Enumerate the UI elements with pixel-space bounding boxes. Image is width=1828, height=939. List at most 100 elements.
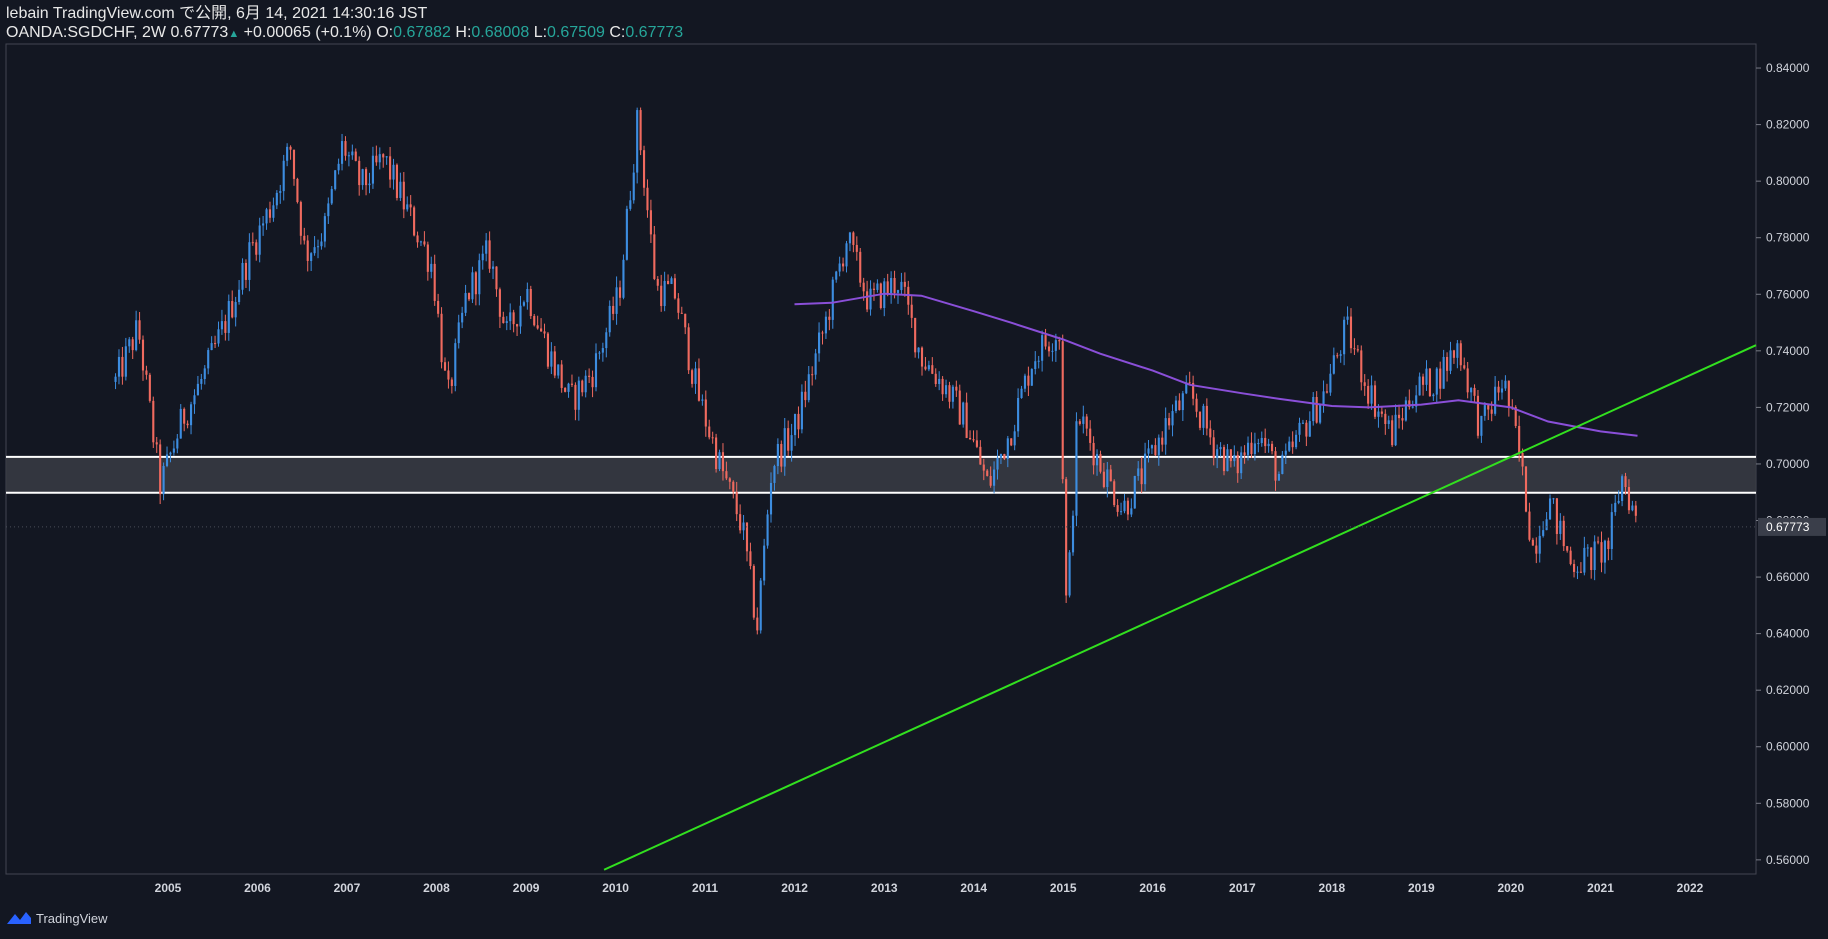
candle-body	[378, 154, 381, 163]
candle-body	[1583, 547, 1586, 573]
candle-body	[1497, 386, 1500, 393]
candle-body	[1559, 520, 1562, 534]
candle-body	[1490, 409, 1493, 414]
candle-body	[817, 332, 821, 354]
candle-body	[1305, 422, 1308, 437]
candle-body	[1418, 376, 1421, 396]
candle-body	[1157, 437, 1160, 456]
candle-body	[210, 343, 213, 351]
candle-body	[519, 305, 522, 327]
candle-body	[1360, 350, 1363, 383]
candle-body	[248, 242, 251, 280]
candle-body	[694, 368, 697, 384]
candle-body	[1343, 319, 1346, 355]
candle-body	[474, 272, 477, 295]
candle-body	[684, 313, 687, 328]
footer-brand: TradingView	[36, 910, 108, 926]
candle-body	[443, 362, 447, 371]
candle-body	[1312, 396, 1315, 422]
candle-body	[275, 192, 278, 206]
candle-body	[413, 207, 416, 236]
candle-body	[1394, 414, 1397, 446]
candle-body	[155, 442, 158, 445]
publish-line: lebain TradingView.com で公開, 6月 14, 2021 …	[6, 5, 428, 22]
candle-body	[570, 383, 574, 385]
candle-body	[1329, 373, 1332, 393]
candle-body	[866, 291, 869, 310]
candle-body	[708, 426, 711, 438]
candle-body	[1185, 382, 1188, 394]
price-tick-label: 0.76000	[1766, 287, 1810, 301]
candle-body	[1233, 454, 1236, 462]
candle-body	[1432, 394, 1435, 397]
candle-body	[1380, 411, 1383, 414]
candle-body	[382, 154, 385, 158]
candle-body	[1408, 400, 1411, 407]
up-arrow-icon: ▲	[228, 28, 240, 40]
candle-body	[890, 277, 893, 294]
candle-body	[745, 522, 749, 552]
candle-body	[1178, 400, 1181, 411]
candle-body	[471, 272, 474, 300]
candle-body	[375, 155, 378, 163]
candle-body	[1116, 505, 1119, 512]
candle-body	[402, 181, 405, 210]
candle-body	[1518, 425, 1521, 454]
price-tick-label: 0.80000	[1766, 174, 1810, 188]
candle-body	[114, 376, 117, 382]
candle-body	[848, 232, 852, 244]
candle-body	[1041, 335, 1044, 361]
candle-body	[766, 514, 769, 546]
candle-body	[1198, 411, 1202, 428]
candle-body	[1600, 542, 1603, 563]
candle-body	[306, 240, 309, 261]
candle-body	[842, 263, 845, 267]
candle-body	[1566, 546, 1569, 551]
candle-body	[886, 281, 889, 294]
candle-body	[958, 390, 961, 425]
candle-body	[272, 205, 275, 218]
candle-body	[704, 399, 707, 427]
candle-body	[152, 400, 155, 443]
candle-body	[121, 356, 124, 377]
candle-body	[313, 247, 316, 254]
candle-body	[485, 240, 488, 254]
candle-body	[1236, 454, 1239, 474]
candle-body	[725, 471, 728, 479]
candle-body	[1466, 368, 1469, 393]
candle-body	[1435, 368, 1438, 395]
candle-body	[852, 232, 855, 245]
candle-body	[1137, 468, 1140, 476]
price-chart[interactable]: 0.84000 0.82000 0.80000 0.78000 0.76000 0.740…	[0, 0, 1828, 900]
candle-body	[1071, 515, 1075, 553]
price-change: +0.00065 (+0.1%)	[243, 24, 372, 41]
candles	[114, 107, 1637, 635]
candle-body	[1545, 519, 1548, 531]
candle-body	[594, 353, 598, 388]
price-tick-label: 0.64000	[1766, 627, 1810, 641]
candle-body	[742, 522, 745, 531]
candle-body	[207, 350, 210, 369]
candle-body	[1130, 508, 1133, 515]
candle-body	[835, 271, 838, 280]
candle-body	[1030, 369, 1033, 386]
candle-body	[735, 491, 738, 515]
candle-body	[972, 439, 975, 441]
price-tick-label: 0.84000	[1766, 61, 1810, 75]
candle-body	[1569, 550, 1572, 565]
candle-body	[1044, 335, 1047, 347]
candle-body	[1614, 502, 1617, 513]
price-axis[interactable]: 0.84000 0.82000 0.80000 0.78000 0.76000 0.740…	[1756, 61, 1826, 867]
candle-body	[934, 373, 937, 385]
symbol-name: OANDA:SGDCHF, 2W	[6, 24, 167, 41]
candle-body	[1003, 453, 1006, 459]
candle-body	[138, 320, 141, 340]
candle-body	[1586, 547, 1589, 549]
candle-body	[948, 385, 951, 402]
candle-body	[495, 266, 498, 290]
candle-body	[1161, 437, 1164, 445]
candle-body	[416, 235, 419, 243]
price-tick-label: 0.70000	[1766, 457, 1810, 471]
candle-body	[1456, 343, 1459, 358]
time-axis[interactable]: 2005 2006 2007 2008 2009 2010 2011 2012 2013 2014…	[6, 873, 1756, 895]
